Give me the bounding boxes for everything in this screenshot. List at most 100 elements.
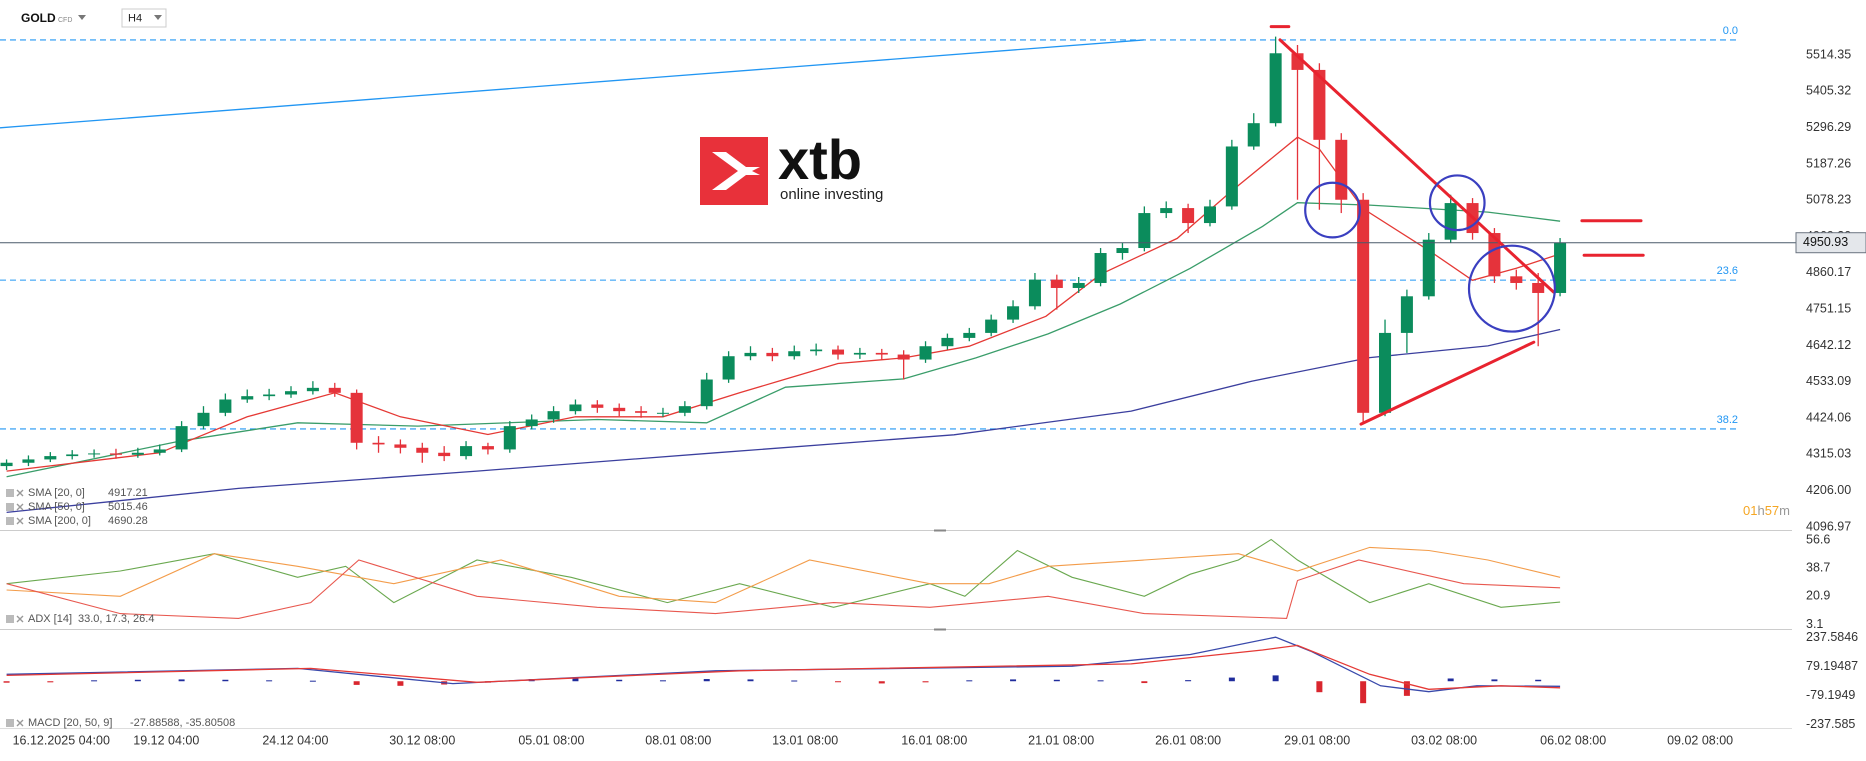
- candle-body: [175, 426, 188, 450]
- candle-body: [853, 352, 866, 355]
- legend-close-icon: [16, 503, 24, 511]
- candle-body: [1116, 248, 1129, 254]
- candle-body: [1072, 282, 1085, 288]
- candle-body: [1138, 213, 1151, 249]
- countdown-minutes: 57: [1765, 503, 1779, 518]
- drawn-circle[interactable]: [1304, 181, 1361, 239]
- candle-body: [416, 447, 429, 453]
- candle-body: [197, 412, 210, 427]
- candle-body: [635, 411, 648, 413]
- legend-menu-icon[interactable]: [6, 489, 14, 497]
- y-tick-label: 20.9: [1806, 589, 1830, 603]
- candle-body: [481, 446, 494, 450]
- x-tick-label: 16.12.2025 04:00: [13, 733, 110, 747]
- logo-x: [712, 152, 760, 190]
- histogram-bar: [791, 680, 798, 682]
- y-tick-label: 4860.17: [1806, 265, 1851, 279]
- histogram-bar: [616, 679, 623, 682]
- candle-body: [1094, 253, 1107, 283]
- x-tick-label: 30.12 08:00: [389, 733, 455, 747]
- histogram-bar: [309, 680, 316, 682]
- histogram-bar: [134, 679, 141, 682]
- histogram-bar: [1360, 681, 1367, 704]
- candle-body: [153, 449, 166, 453]
- candle-body: [1313, 69, 1326, 140]
- candle-body: [810, 349, 823, 352]
- drawn-line[interactable]: [1278, 38, 1555, 294]
- legend-menu-icon[interactable]: [6, 615, 14, 623]
- drawn-circle[interactable]: [1428, 174, 1486, 232]
- candle-body: [569, 404, 582, 412]
- histogram-bar: [922, 681, 929, 683]
- drawn-circle[interactable]: [1467, 244, 1556, 333]
- legend-close-icon: [16, 489, 24, 497]
- candle-body: [438, 452, 451, 457]
- histogram-bar: [1097, 680, 1104, 682]
- indicator-line: [6, 644, 1561, 690]
- indicator-line: [6, 546, 1561, 604]
- histogram-bar: [1228, 677, 1235, 682]
- y-tick-label: 4751.15: [1806, 302, 1851, 316]
- histogram-bar: [1053, 679, 1060, 682]
- y-tick-label: 3.1: [1806, 617, 1823, 631]
- histogram-bar: [659, 680, 666, 682]
- histogram-bar: [3, 681, 10, 683]
- candle-body: [1532, 282, 1545, 293]
- symbol[interactable]: GOLD: [21, 11, 56, 25]
- candle-body: [1203, 206, 1216, 224]
- legend-close-icon: [16, 517, 24, 525]
- candle-body: [1335, 139, 1348, 200]
- x-tick-label: 24.12 04:00: [262, 733, 328, 747]
- y-tick-label: -237.585: [1806, 717, 1855, 731]
- y-tick-label: 5296.29: [1806, 120, 1851, 134]
- logo-text: xtb: [778, 128, 862, 191]
- y-tick-label: 5405.32: [1806, 84, 1851, 98]
- symbol-dropdown[interactable]: [78, 15, 86, 20]
- candle-body: [613, 407, 626, 412]
- candle-body: [788, 351, 801, 357]
- x-tick-label: 21.01 08:00: [1028, 733, 1094, 747]
- candle-body: [766, 352, 779, 357]
- histogram-bar: [1272, 675, 1279, 682]
- x-tick-label: 06.02 08:00: [1540, 733, 1606, 747]
- timeframe-dropdown[interactable]: [154, 15, 162, 20]
- indicator-line: [6, 136, 1561, 472]
- logo-tagline: online investing: [780, 186, 883, 203]
- logo-mark: [700, 137, 768, 205]
- countdown-h: h: [1757, 503, 1764, 518]
- timeframe[interactable]: H4: [128, 12, 142, 24]
- candle-body: [678, 406, 691, 413]
- candle-body: [1422, 239, 1435, 297]
- timeframe-box[interactable]: [121, 8, 167, 28]
- histogram-bar: [353, 681, 360, 685]
- candle-body: [131, 452, 144, 455]
- x-tick-label: 08.01 08:00: [645, 733, 711, 747]
- indicator-line: [6, 538, 1561, 608]
- legend-menu-icon[interactable]: [6, 503, 14, 511]
- y-tick-label: 4642.12: [1806, 338, 1851, 352]
- candle-body: [1160, 208, 1173, 214]
- legend-name: MACD [20, 50, 9]: [28, 717, 112, 729]
- histogram-bar: [835, 681, 842, 683]
- x-tick-label: 09.02 08:00: [1667, 733, 1733, 747]
- x-tick-label: 16.01 08:00: [901, 733, 967, 747]
- histogram-bar: [703, 679, 710, 682]
- y-tick-label: -79.1949: [1806, 688, 1855, 702]
- histogram-bar: [266, 680, 273, 682]
- candle-body: [547, 411, 560, 420]
- x-tick-label: 05.01 08:00: [518, 733, 584, 747]
- y-tick-label: 5514.35: [1806, 47, 1851, 61]
- histogram-bar: [1447, 678, 1454, 682]
- candle-body: [744, 352, 757, 357]
- indicator-line: [6, 636, 1561, 693]
- legend-value: -27.88588, -35.80508: [130, 717, 235, 729]
- legend-value: 4690.28: [108, 515, 148, 527]
- legend-name: SMA [20, 0]: [28, 487, 85, 499]
- legend-menu-icon[interactable]: [6, 719, 14, 727]
- legend-menu-icon[interactable]: [6, 517, 14, 525]
- candle-body: [591, 404, 604, 408]
- drawn-line[interactable]: [1359, 340, 1536, 426]
- countdown-m: m: [1779, 503, 1790, 518]
- legend-value: 5015.46: [108, 501, 148, 513]
- candle-body: [832, 349, 845, 355]
